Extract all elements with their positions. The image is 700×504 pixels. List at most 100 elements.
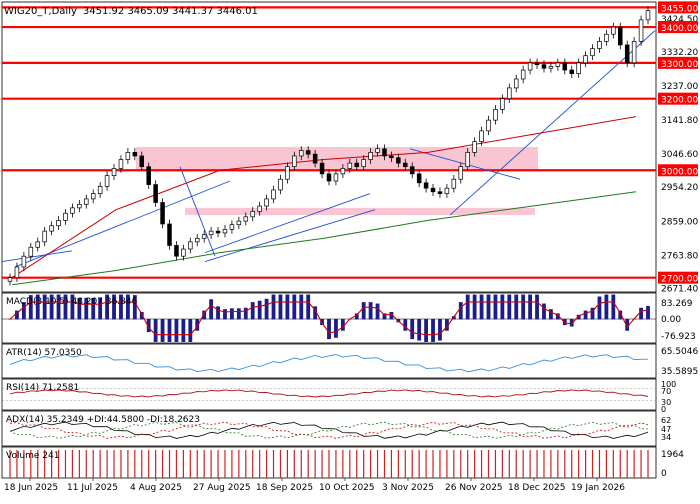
price-tag-label: 3000.00 [661, 167, 698, 177]
price-tag-label: 3200.00 [661, 96, 698, 106]
candle-body [70, 207, 75, 214]
candle-body [382, 148, 387, 157]
date-label: 26 Nov 2025 [445, 483, 503, 493]
candle-body [416, 173, 422, 184]
macd-bar [264, 298, 269, 320]
candle-body [153, 184, 158, 203]
candle-body [111, 168, 117, 176]
date-label: 10 Oct 2025 [319, 483, 375, 493]
macd-bar [327, 318, 331, 340]
macd-bar [230, 308, 234, 320]
price-tag-3400.00 [658, 21, 698, 34]
macd-bar [472, 294, 477, 320]
macd-bar [340, 318, 345, 331]
macd-bar [278, 294, 283, 320]
candle-body [181, 248, 186, 257]
candle-body [250, 211, 255, 218]
candle-body [541, 64, 547, 69]
atr-tick-label: 65.5046 [661, 347, 698, 357]
candle-body [333, 173, 339, 182]
macd-tick-label: -76.923 [661, 332, 696, 342]
macd-bar [299, 294, 304, 320]
candle-body [188, 241, 193, 250]
macd-bar [375, 303, 380, 320]
moving-average-red [11, 116, 637, 279]
price-tick-label: 2954.20 [661, 183, 698, 193]
macd-bar [569, 318, 574, 327]
candle-body [479, 130, 484, 142]
candle-body [472, 141, 477, 153]
candle-body [437, 191, 443, 194]
macd-bar [202, 310, 207, 320]
candle-body [389, 155, 394, 159]
candle-body [368, 152, 373, 160]
macd-bar [334, 318, 338, 338]
macd-bar [28, 295, 33, 320]
candle-body [548, 66, 554, 69]
candle-body [618, 26, 623, 46]
price-tag-3455.00 [658, 1, 698, 14]
macd-bar [410, 318, 415, 340]
macd-bar [361, 302, 366, 320]
macd-bar [424, 318, 428, 342]
candle-body [361, 159, 366, 168]
macd-tick-label: 0.00 [661, 315, 681, 325]
macd-label: MACD(3,10,5) 48.207 36.846 [6, 297, 138, 307]
panel-frame-atr [1, 343, 657, 379]
rsi-label: RSI(14) 71.2581 [6, 383, 79, 393]
candle-body [139, 155, 145, 168]
candle-body [624, 44, 630, 64]
candle-body [278, 178, 283, 191]
candle-body [590, 48, 595, 57]
candle-body [375, 148, 380, 153]
trend-line [204, 193, 371, 254]
rsi-tick-label: 30 [661, 398, 671, 407]
date-label: 18 Dec 2025 [508, 483, 566, 493]
candle-body [340, 168, 346, 175]
macd-bar [403, 318, 408, 331]
macd-bar [555, 313, 560, 320]
macd-bar [521, 294, 526, 320]
macd-bar [514, 294, 519, 320]
date-label: 11 Jul 2025 [67, 483, 118, 493]
macd-bar [160, 318, 165, 342]
macd-bar [243, 307, 248, 320]
price-tag-3000.00 [658, 164, 698, 177]
date-label: 4 Aug 2025 [130, 483, 182, 493]
candle-body [326, 173, 332, 182]
macd-bar [354, 313, 359, 320]
candle-body [243, 216, 249, 222]
candle-body [118, 159, 124, 169]
macd-bar [49, 294, 54, 320]
candle-body [319, 162, 325, 175]
candle-body [84, 198, 89, 205]
macd-bar [486, 294, 491, 320]
candle-body [354, 162, 359, 168]
macd-bar [209, 299, 214, 320]
atr-tick-label: 35.5895 [661, 367, 698, 377]
price-tick-label: 3424.50 [661, 15, 698, 25]
macd-bar [250, 302, 255, 320]
macd-bar [77, 297, 82, 320]
trend-line [449, 30, 656, 216]
candle-body [63, 212, 68, 221]
macd-bar [63, 294, 68, 320]
candle-body [236, 220, 242, 226]
candle-body [513, 78, 519, 89]
candle-body [229, 224, 235, 230]
candle-body [264, 198, 269, 207]
candle-body [146, 166, 151, 185]
candle-body [597, 41, 602, 49]
candle-body [132, 152, 138, 157]
price-tick-label: 3237.00 [661, 82, 698, 92]
date-label: 18 Sep 2025 [256, 483, 313, 493]
macd-bar [646, 306, 650, 320]
candle-body [631, 41, 637, 64]
price-tick-label: 3332.20 [661, 48, 698, 58]
candle-body [194, 237, 200, 243]
candle-body [97, 186, 103, 194]
macd-bar [195, 318, 200, 331]
volume-label: Volume 241 [6, 451, 60, 461]
